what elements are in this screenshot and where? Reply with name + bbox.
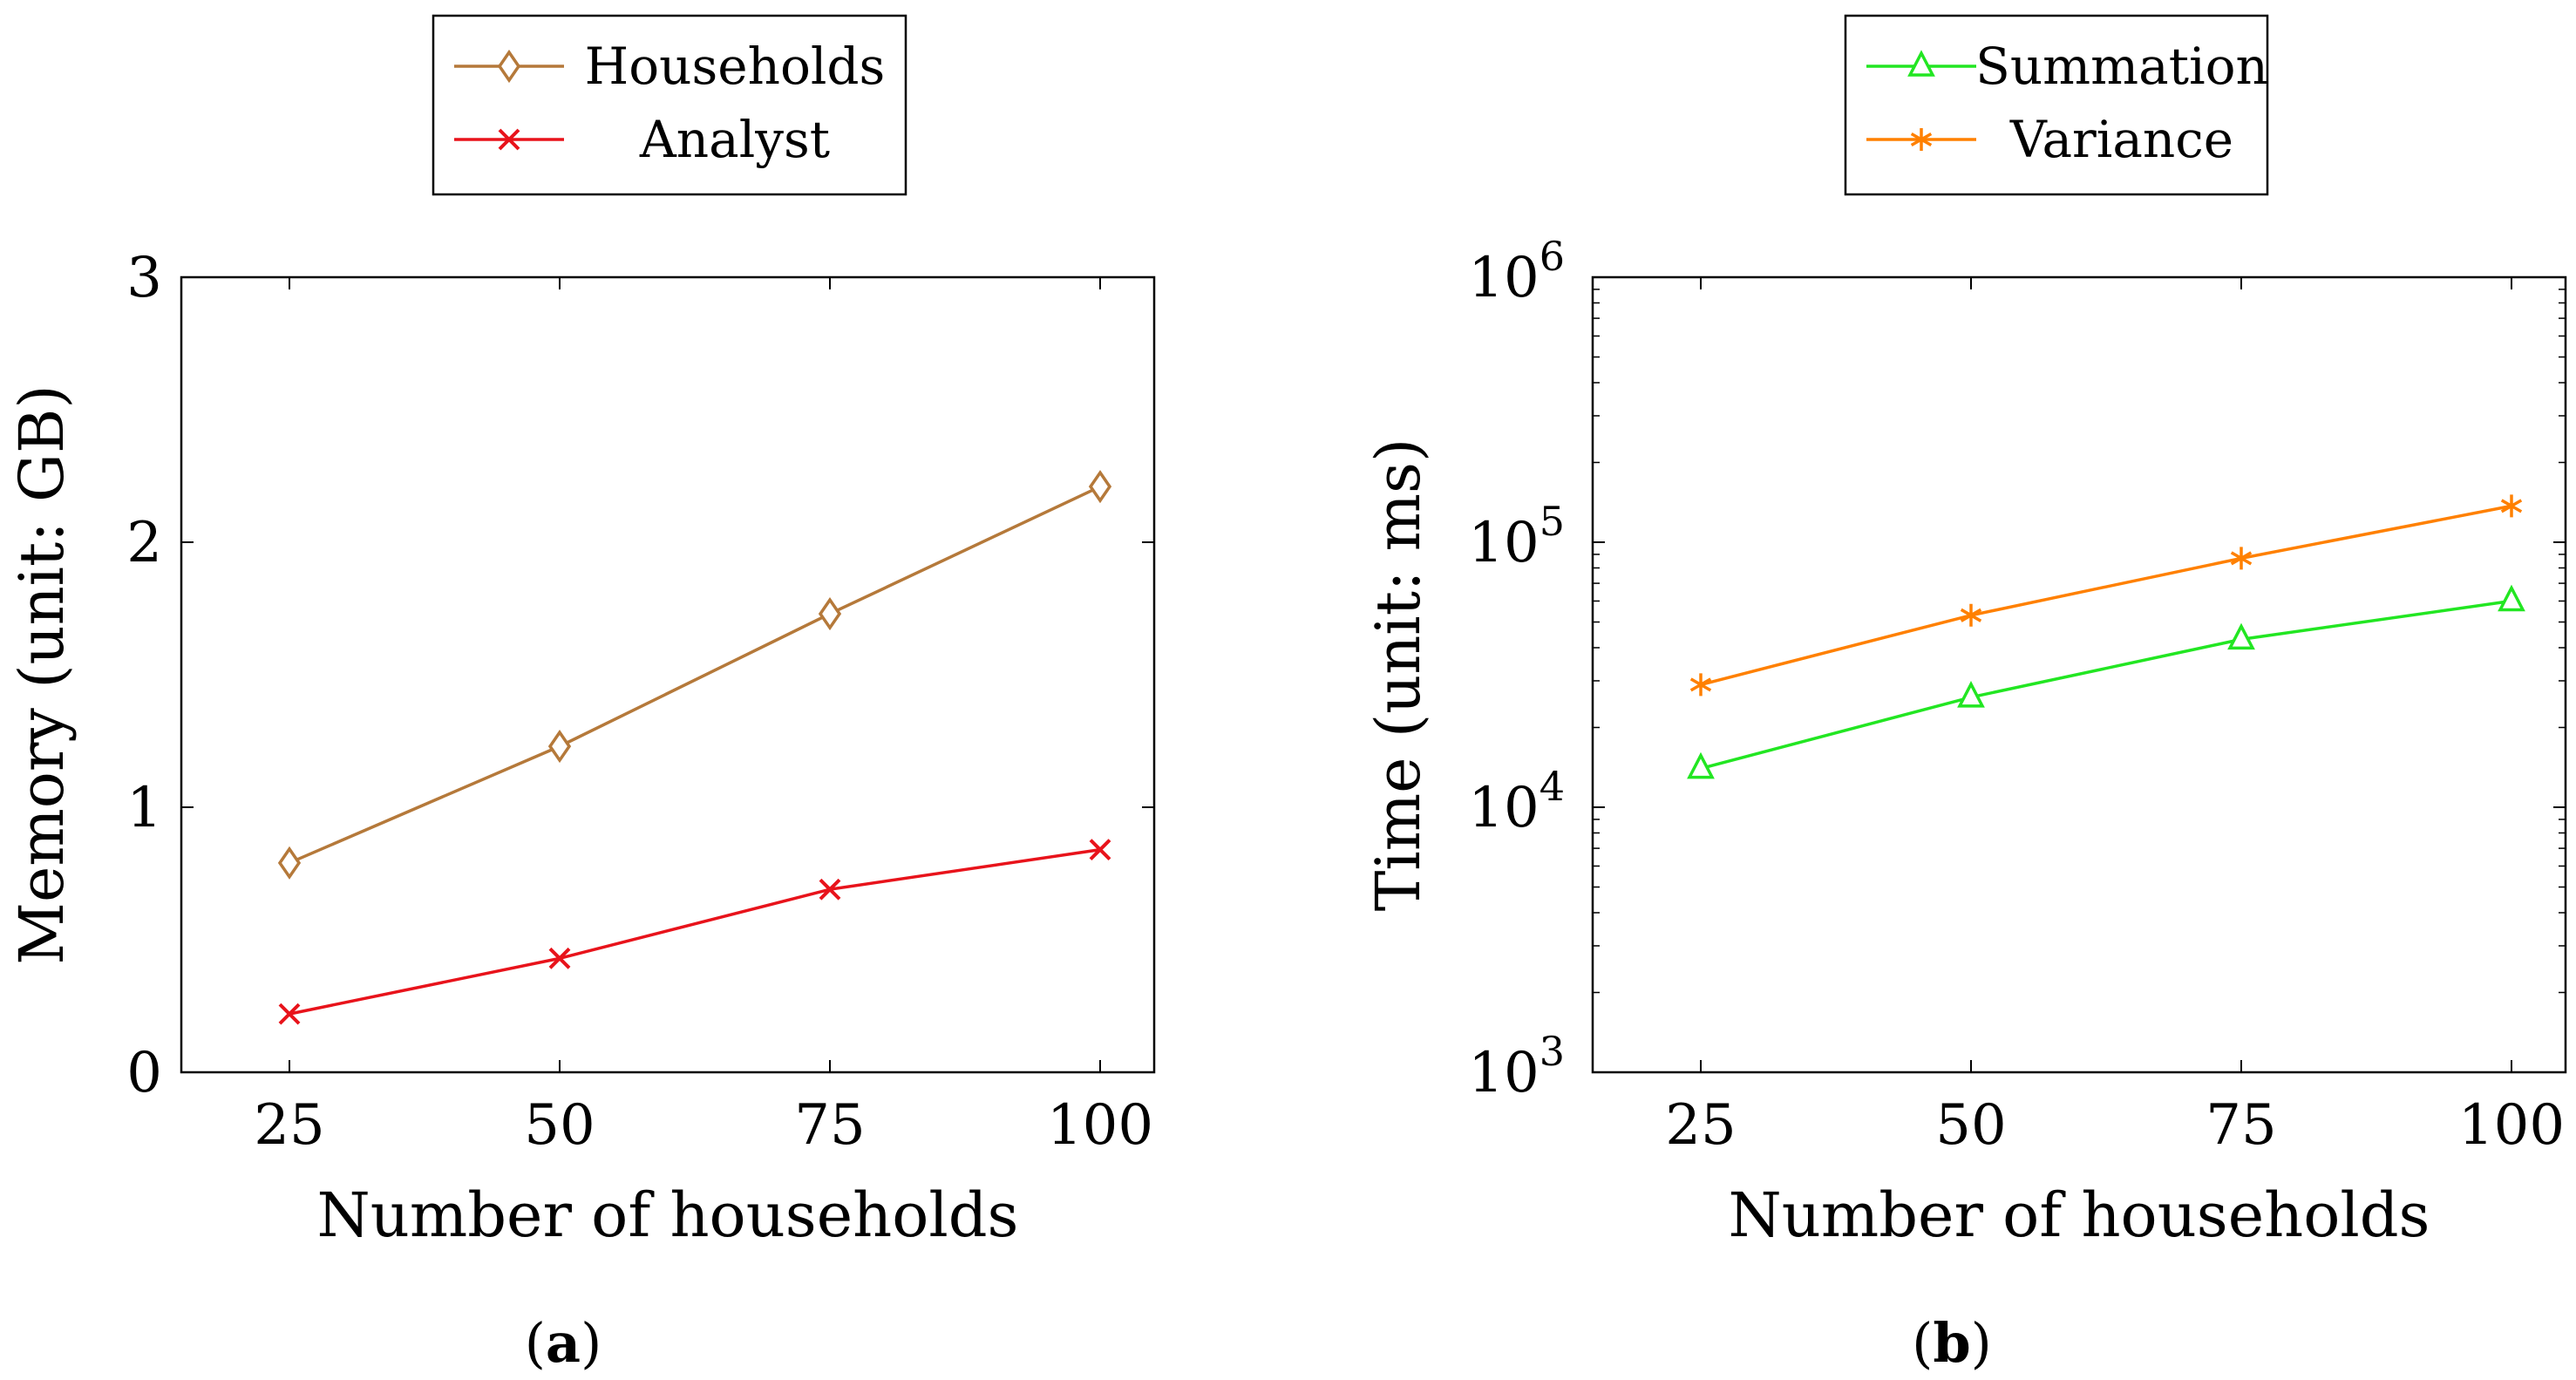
legend-label: Households: [585, 37, 886, 96]
y-tick-label: 103: [1468, 1028, 1565, 1105]
data-point-analyst: [548, 947, 571, 969]
data-point-analyst: [819, 878, 841, 901]
data-point-summation: [2227, 622, 2255, 650]
x-tick-label: 100: [2458, 1093, 2565, 1158]
legend: Summation Variance: [1844, 14, 2269, 196]
x-tick-label: 25: [1665, 1093, 1736, 1158]
data-point-variance: [1960, 603, 1982, 627]
caption-close-paren: ): [1971, 1311, 1992, 1375]
caption-panel-label: a: [546, 1311, 581, 1375]
x-tick-label: 50: [524, 1093, 595, 1158]
data-point-summation: [1687, 751, 1715, 779]
legend-marker: [1910, 128, 1933, 151]
data-point-households: [1088, 470, 1112, 504]
y-tick-label: 0: [126, 1041, 162, 1105]
y-tick-label: 1: [126, 776, 162, 840]
legend-label: Variance: [2009, 110, 2233, 169]
caption-open-paren: (: [525, 1311, 546, 1375]
panel-caption: (b): [1912, 1311, 1992, 1375]
y-tick-label: 2: [126, 511, 162, 575]
legend-label: Summation: [1975, 37, 2268, 96]
y-axis-label: Time (unit: ms): [1363, 438, 1434, 912]
y-tick-label: 3: [126, 246, 162, 310]
y-tick-label-exponent: 3: [1539, 1028, 1565, 1075]
y-tick-label-exponent: 6: [1539, 233, 1565, 280]
y-tick-label: 104: [1468, 763, 1565, 840]
legend-label: Analyst: [639, 110, 830, 169]
y-tick-label: 106: [1468, 233, 1565, 310]
legend-entry: Summation: [1866, 37, 2268, 96]
x-axis-label: Number of households: [1729, 1179, 2430, 1251]
caption-close-paren: ): [581, 1311, 602, 1375]
caption-open-paren: (: [1912, 1311, 1933, 1375]
legend-frame: [432, 14, 907, 196]
x-tick-label: 25: [254, 1093, 324, 1158]
y-tick-label-base: 10: [1468, 246, 1539, 310]
y-tick-label-exponent: 5: [1539, 498, 1565, 545]
legend-marker: [1907, 50, 1935, 77]
series-line-households: [289, 485, 1101, 865]
series-line-analyst: [289, 847, 1101, 1016]
y-tick-label: 105: [1468, 498, 1565, 575]
x-tick-label: 75: [794, 1093, 865, 1158]
y-axis-label: Memory (unit: GB): [6, 384, 78, 964]
panel-a: 25 50 75 100 0 1 2 3 Number of households Memory …: [6, 14, 1156, 1375]
y-tick-label-base: 10: [1468, 1041, 1539, 1105]
x-tick-label: 100: [1047, 1093, 1153, 1158]
data-point-variance: [2500, 494, 2523, 518]
data-point-analyst: [1089, 839, 1111, 861]
legend-entry: Variance: [1866, 110, 2233, 169]
legend: Households Analyst: [432, 14, 907, 196]
data-point-summation: [1957, 681, 1985, 708]
caption-panel-label: b: [1933, 1311, 1970, 1375]
series-line-summation: [1700, 599, 2512, 771]
x-tick-label: 75: [2206, 1093, 2276, 1158]
legend-frame: [1844, 14, 2269, 196]
legend-entry: Households: [454, 37, 885, 96]
y-tick-label-base: 10: [1468, 511, 1539, 575]
data-point-households: [818, 596, 842, 631]
legend-marker: [497, 49, 521, 84]
x-tick-label: 50: [1935, 1093, 2006, 1158]
data-point-summation: [2498, 584, 2525, 612]
series-line-variance: [1700, 504, 2512, 687]
legend-entry: Analyst: [454, 110, 830, 169]
plot-frame: [1591, 275, 2567, 1074]
data-point-analyst: [278, 1003, 301, 1025]
data-point-households: [547, 729, 572, 764]
legend-marker: [498, 128, 520, 151]
data-point-households: [277, 846, 302, 880]
data-point-variance: [1689, 673, 1712, 697]
y-tick-label-base: 10: [1468, 776, 1539, 840]
panel-caption: (a): [525, 1311, 602, 1375]
x-axis-label: Number of households: [317, 1179, 1019, 1251]
y-tick-label-exponent: 4: [1539, 763, 1565, 810]
plot-frame: [180, 275, 1156, 1074]
data-point-variance: [2230, 547, 2253, 570]
